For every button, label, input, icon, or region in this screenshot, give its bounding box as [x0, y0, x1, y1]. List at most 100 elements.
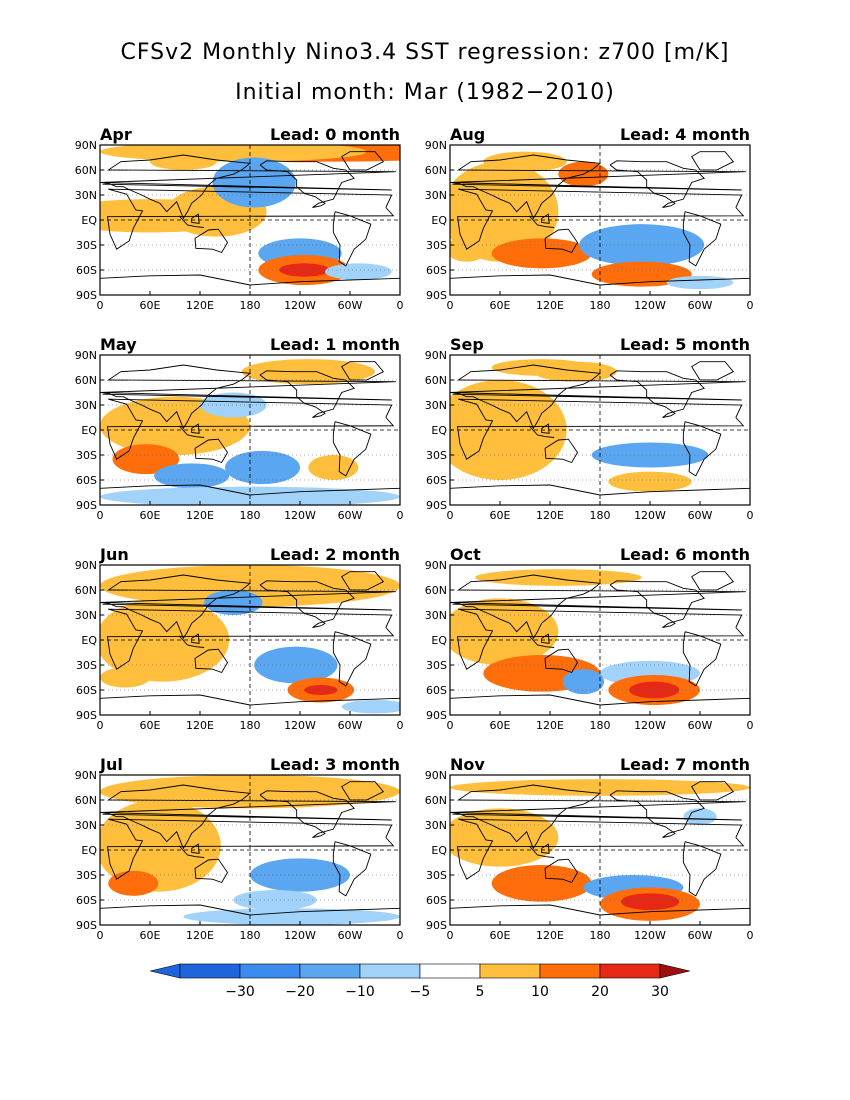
coastline	[544, 228, 579, 254]
lat-tick-label: 30N	[75, 609, 97, 622]
lat-tick-label: 30S	[426, 449, 447, 462]
lon-tick-label: 60E	[140, 299, 161, 312]
colorbar-level-label: 20	[591, 984, 609, 1000]
lat-tick-label: 90S	[426, 709, 447, 722]
positive-anomaly	[450, 161, 559, 262]
lat-tick-label: EQ	[81, 634, 97, 647]
positive-anomaly	[108, 870, 159, 896]
lat-tick-label: 60N	[425, 164, 447, 177]
regression-map-panel: Nov Lead: 7 month 90N 60N 30N EQ 30S 60S 90S 0 60E…	[425, 755, 754, 955]
lon-tick-label: 0	[447, 299, 454, 312]
lat-tick-label: 90N	[75, 559, 97, 572]
figure-title: CFSv2 Monthly Nino3.4 SST regression: z7…	[120, 40, 730, 65]
coastline	[541, 633, 550, 644]
lon-tick-label: 60W	[688, 509, 713, 522]
coastline	[544, 648, 579, 674]
colorbar-level-label: 10	[531, 984, 549, 1000]
coastline	[332, 421, 372, 477]
lon-tick-label: 0	[397, 509, 404, 522]
negative-anomaly	[341, 700, 400, 714]
coastline	[194, 858, 229, 884]
lat-tick-label: 60S	[426, 684, 447, 697]
lat-tick-label: 90N	[75, 349, 97, 362]
lon-tick-label: 120E	[536, 299, 564, 312]
lat-tick-label: 30S	[426, 659, 447, 672]
lon-tick-label: 0	[447, 509, 454, 522]
lat-tick-label: 30S	[426, 239, 447, 252]
coastline	[456, 608, 745, 670]
panel-month-label: Sep	[450, 335, 484, 354]
coastline	[178, 215, 205, 228]
lat-tick-label: 30N	[425, 399, 447, 412]
coastline	[456, 818, 745, 880]
lat-tick-label: 60S	[76, 684, 97, 697]
lat-tick-label: 60N	[425, 584, 447, 597]
coastline	[259, 580, 355, 628]
regression-map-panel: Jun Lead: 2 month 90N 60N 30N EQ 30S 60S 90S 0 60E…	[75, 545, 404, 745]
lat-tick-label: 90N	[425, 559, 447, 572]
panel-month-label: Apr	[100, 125, 132, 144]
positive-anomaly	[491, 359, 592, 376]
lon-tick-label: 120E	[186, 719, 214, 732]
lat-tick-label: EQ	[81, 844, 97, 857]
coastline	[191, 843, 200, 854]
panel-month-label: Jul	[100, 755, 123, 774]
lon-tick-label: 0	[447, 719, 454, 732]
lon-tick-label: 0	[747, 719, 754, 732]
lon-tick-label: 60E	[140, 719, 161, 732]
positive-anomaly	[112, 444, 180, 475]
lon-tick-label: 120E	[536, 509, 564, 522]
coastline	[178, 845, 205, 858]
negative-anomaly	[683, 808, 717, 825]
lon-tick-label: 0	[97, 929, 104, 942]
lat-tick-label: 30N	[75, 189, 97, 202]
negative-anomaly	[225, 450, 300, 485]
colorbar: −30 −20 −10 −5 5 10 20 30	[150, 963, 691, 1000]
lon-tick-label: 60E	[490, 509, 511, 522]
regression-map-panel: Sep Lead: 5 month 90N 60N 30N EQ 30S 60S 90S 0 60E…	[425, 335, 754, 535]
lon-tick-label: 60E	[490, 929, 511, 942]
lat-tick-label: 30N	[425, 609, 447, 622]
regression-map-panel: Jul Lead: 3 month 90N 60N 30N EQ 30S 60S 90S 0 60E…	[75, 755, 404, 955]
lon-tick-label: 120W	[284, 299, 316, 312]
lon-tick-label: 180	[590, 719, 611, 732]
negative-anomaly	[254, 646, 338, 684]
positive-anomaly	[608, 471, 692, 492]
panel-month-label: Jun	[100, 545, 129, 564]
panel-lead-label: Lead: 0 month	[269, 125, 400, 144]
coastline	[332, 211, 372, 267]
lat-tick-label: 90N	[75, 769, 97, 782]
colorbar-segment	[239, 963, 301, 979]
colorbar-max-arrow	[659, 963, 691, 979]
coastline	[194, 648, 229, 674]
coastline	[341, 151, 385, 171]
colorbar-level-label: −20	[285, 984, 315, 1000]
coastline	[541, 213, 550, 224]
panel-lead-label: Lead: 2 month	[269, 545, 400, 564]
regression-map-panel: Apr Lead: 0 month 90N 60N 30N EQ 30S 60S 90S 0 60E…	[75, 125, 404, 325]
coastline	[100, 364, 396, 430]
colorbar-segment	[179, 963, 241, 979]
regression-map-panel: May Lead: 1 month 90N 60N 30N EQ 30S 60S 90S 0 60E…	[75, 335, 404, 535]
lon-tick-label: 0	[747, 299, 754, 312]
lon-tick-label: 120E	[186, 509, 214, 522]
negative-anomaly	[579, 224, 705, 266]
negative-anomaly	[154, 463, 230, 489]
coastline	[450, 574, 746, 640]
lat-tick-label: 90S	[76, 709, 97, 722]
coastline	[456, 188, 745, 250]
lat-tick-label: 30S	[76, 869, 97, 882]
lon-tick-label: 180	[240, 299, 261, 312]
lat-tick-label: 60N	[425, 374, 447, 387]
lon-tick-label: 0	[447, 929, 454, 942]
lat-tick-label: 60S	[426, 474, 447, 487]
coastline	[100, 574, 396, 640]
lon-tick-label: 0	[397, 929, 404, 942]
coastline	[528, 845, 555, 858]
coastline	[609, 370, 705, 418]
negative-anomaly	[212, 157, 296, 208]
lat-tick-label: 30N	[75, 819, 97, 832]
lat-tick-label: EQ	[431, 634, 447, 647]
lat-tick-label: 60N	[75, 584, 97, 597]
colorbar-segment	[299, 963, 361, 979]
